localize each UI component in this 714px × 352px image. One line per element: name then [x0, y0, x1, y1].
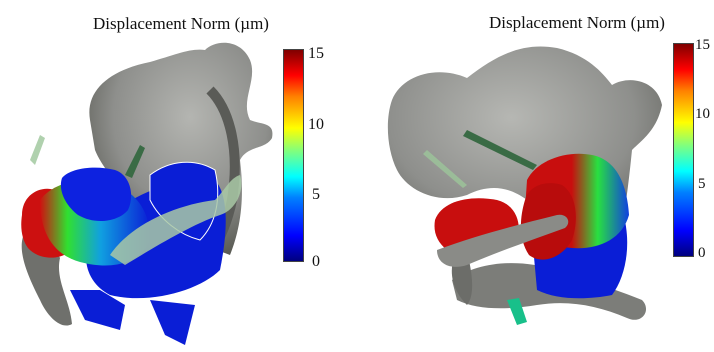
colorbar — [283, 49, 304, 262]
displacement-surface-small — [507, 298, 527, 325]
vessel-thin-left — [30, 135, 45, 165]
vessel-light — [423, 150, 467, 188]
colorbar-tick-15: 15 — [308, 45, 324, 62]
bone-arm-front — [437, 214, 569, 267]
displacement-surface-lower-right — [150, 300, 195, 345]
vessel-translucent — [110, 175, 242, 265]
colorbar-tick-0: 0 — [698, 245, 706, 261]
colorbar-tick-5: 5 — [698, 176, 706, 192]
bone-lower-arm — [21, 231, 72, 326]
colorbar-tick-0: 0 — [312, 253, 320, 270]
vessel-dark — [463, 130, 537, 170]
right-3d-render — [387, 46, 662, 325]
left-panel: Displacement Norm (µm) 15 10 5 0 — [21, 14, 324, 345]
colorbar — [673, 43, 694, 257]
colorbar-tick-15: 15 — [695, 37, 710, 53]
colorbar-tick-10: 10 — [695, 106, 710, 122]
vessel-thin-center — [125, 145, 145, 178]
right-panel: Displacement Norm (µm) 15 10 5 0 — [357, 0, 714, 352]
displacement-surface-lower — [70, 290, 125, 330]
displacement-surface-blue-top — [60, 167, 132, 222]
colorbar-title: Displacement Norm (µm) — [489, 13, 665, 32]
colorbar-tick-5: 5 — [312, 186, 320, 203]
colorbar-tick-10: 10 — [308, 116, 324, 133]
left-3d-render — [21, 42, 273, 345]
colorbar-title: Displacement Norm (µm) — [93, 14, 269, 33]
